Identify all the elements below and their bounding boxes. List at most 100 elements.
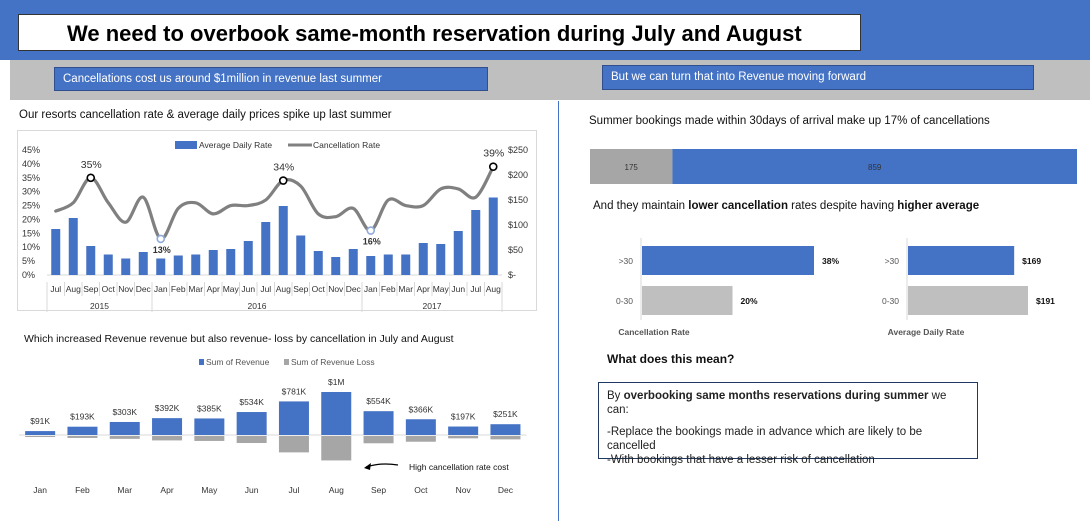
combo-chart-title: Our resorts cancellation rate & average … xyxy=(19,109,392,121)
banner-left: Cancellations cost us around $1million i… xyxy=(54,67,488,91)
bar xyxy=(908,246,1015,275)
adr-bar xyxy=(226,249,236,275)
stacked-label-over-30: 859 xyxy=(868,163,882,172)
y-left-tick: 10% xyxy=(22,242,40,252)
legend-label-adr: Average Daily Rate xyxy=(199,140,272,150)
adr-bar xyxy=(383,254,393,275)
recommendation-box: By overbooking same months reservations … xyxy=(598,382,978,466)
month-tick: Jan xyxy=(154,284,168,294)
month-tick: Aug xyxy=(276,284,291,294)
bar xyxy=(908,286,1028,315)
value-label: 38% xyxy=(822,256,839,266)
month-tick: Apr xyxy=(207,284,220,294)
revenue-bar xyxy=(278,401,309,435)
category-tick: >30 xyxy=(619,256,634,266)
month-tick: Sep xyxy=(293,284,308,294)
recommendation-line-2: -With bookings that have a lesser risk o… xyxy=(607,454,875,466)
y-right-tick: $- xyxy=(508,270,516,280)
y-left-tick: 0% xyxy=(22,270,35,280)
cancellation-label: 39% xyxy=(483,148,504,160)
adr-bar xyxy=(278,206,288,275)
month-tick: Mar xyxy=(117,485,132,495)
month-tick: Dec xyxy=(346,284,362,294)
revenue-label: $251K xyxy=(493,409,518,419)
y-left-tick: 35% xyxy=(22,173,40,183)
x-axis-title: Cancellation Rate xyxy=(618,327,690,337)
revenue-bar xyxy=(25,431,56,435)
adr-bar xyxy=(156,258,166,275)
adr-bar xyxy=(51,229,61,275)
month-tick: Feb xyxy=(381,284,396,294)
adr-bar xyxy=(86,246,96,275)
stacked-segment-over-30 xyxy=(672,149,1077,184)
lower-rate-text: And they maintain lower cancellation rat… xyxy=(593,200,980,212)
month-tick: Aug xyxy=(66,284,81,294)
cancellation-rate-line xyxy=(54,165,495,241)
y-left-tick: 5% xyxy=(22,256,35,266)
stacked-chart-title: Summer bookings made within 30days of ar… xyxy=(589,115,990,127)
revenue-chart-title: Which increased Revenue revenue but also… xyxy=(24,333,454,345)
adr-bar xyxy=(348,249,358,275)
month-tick: Jan xyxy=(33,485,47,495)
legend-swatch-revenue-loss xyxy=(284,359,289,365)
stacked-label-within-30: 175 xyxy=(625,163,639,172)
adr-bar xyxy=(418,243,428,275)
revenue-bar xyxy=(321,392,352,435)
adr-bar xyxy=(313,251,323,275)
revenue-label: $385K xyxy=(197,403,222,413)
month-tick: Jun xyxy=(451,284,465,294)
month-tick: Jun xyxy=(245,485,259,495)
month-tick: May xyxy=(201,485,218,495)
month-tick: Oct xyxy=(102,284,116,294)
revenue-bar xyxy=(194,418,225,435)
value-label: $169 xyxy=(1022,256,1041,266)
revenue-bar xyxy=(67,426,98,435)
revenue-label: $193K xyxy=(70,412,95,422)
x-axis-title: Average Daily Rate xyxy=(888,327,965,337)
month-tick: Dec xyxy=(498,485,514,495)
revenue-label: $1M xyxy=(328,377,345,387)
revenue-label: $91K xyxy=(30,416,50,426)
adr-bar xyxy=(453,231,463,275)
revenue-label: $197K xyxy=(451,412,476,422)
y-left-tick: 30% xyxy=(22,187,40,197)
revenue-loss-bar xyxy=(363,436,394,444)
section-divider xyxy=(558,101,559,521)
revenue-loss-bar xyxy=(236,436,267,444)
cancellation-label: 35% xyxy=(81,159,102,171)
month-tick: Apr xyxy=(417,284,430,294)
month-tick: Jul xyxy=(50,284,61,294)
revenue-bar xyxy=(236,412,267,435)
revenue-label: $781K xyxy=(282,386,307,396)
cancellation-marker xyxy=(488,162,498,171)
year-label: 2017 xyxy=(423,301,442,311)
revenue-loss-bar xyxy=(152,436,183,441)
y-left-tick: 25% xyxy=(22,201,40,211)
revenue-loss-bar xyxy=(109,436,140,439)
cancellation-marker xyxy=(156,234,166,244)
cancellation-marker xyxy=(366,226,376,235)
y-left-tick: 45% xyxy=(22,145,40,155)
adr-bar xyxy=(471,210,481,275)
annotation-arrowhead xyxy=(364,463,371,470)
adr-bar xyxy=(366,256,376,275)
revenue-loss-bar xyxy=(67,436,98,438)
revenue-loss-bar xyxy=(25,436,56,438)
adr-bar xyxy=(296,235,306,275)
month-tick: May xyxy=(433,284,450,294)
month-tick: May xyxy=(223,284,240,294)
adr-bar xyxy=(331,257,341,275)
adr-bar xyxy=(103,254,113,275)
revenue-loss-bar xyxy=(278,436,309,453)
adr-bar xyxy=(401,254,411,275)
adr-bar xyxy=(243,241,253,275)
recommendation-line-1: -Replace the bookings made in advance wh… xyxy=(607,426,923,452)
adr-bar xyxy=(436,244,446,275)
revenue-loss-bar xyxy=(405,436,436,442)
y-right-tick: $250 xyxy=(508,145,528,155)
y-right-tick: $100 xyxy=(508,220,528,230)
question-heading: What does this mean? xyxy=(607,352,735,366)
year-label: 2016 xyxy=(248,301,267,311)
